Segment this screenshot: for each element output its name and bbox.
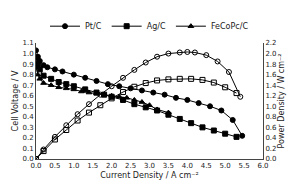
svg-text:5.5: 5.5 [239, 162, 250, 170]
svg-text:Pt/C: Pt/C [85, 22, 102, 31]
svg-text:0.9: 0.9 [22, 61, 33, 69]
svg-text:0.0: 0.0 [265, 155, 276, 163]
svg-text:3.5: 3.5 [163, 162, 174, 170]
svg-text:4.5: 4.5 [201, 162, 212, 170]
svg-text:Ag/C: Ag/C [147, 22, 166, 31]
svg-text:0.2: 0.2 [265, 145, 276, 153]
svg-text:Cell Voltage / V: Cell Voltage / V [11, 70, 20, 131]
svg-text:0.0: 0.0 [30, 162, 41, 170]
svg-text:0.8: 0.8 [265, 113, 276, 121]
svg-text:5.0: 5.0 [220, 162, 231, 170]
svg-text:0.6: 0.6 [22, 92, 34, 100]
svg-text:2.0: 2.0 [265, 50, 276, 58]
svg-text:0.1: 0.1 [22, 145, 33, 153]
svg-text:1.1: 1.1 [22, 39, 33, 47]
svg-text:2.2: 2.2 [265, 39, 276, 47]
svg-text:0.6: 0.6 [265, 124, 277, 132]
svg-text:1.6: 1.6 [265, 71, 277, 79]
svg-text:FeCoPc/C: FeCoPc/C [211, 22, 248, 31]
svg-text:0.3: 0.3 [22, 124, 33, 132]
svg-text:0.2: 0.2 [22, 134, 33, 142]
svg-text:0.0: 0.0 [22, 155, 33, 163]
svg-text:0.8: 0.8 [22, 71, 33, 79]
svg-text:6.0: 6.0 [257, 162, 268, 170]
svg-text:3.0: 3.0 [144, 162, 155, 170]
svg-text:2.5: 2.5 [125, 162, 136, 170]
svg-text:0.4: 0.4 [22, 113, 34, 121]
svg-text:0.5: 0.5 [22, 103, 33, 111]
svg-text:4.0: 4.0 [182, 162, 193, 170]
svg-text:0.5: 0.5 [49, 162, 60, 170]
svg-text:1.0: 1.0 [68, 162, 79, 170]
svg-text:0.4: 0.4 [265, 134, 277, 142]
svg-text:1.8: 1.8 [265, 61, 276, 69]
svg-text:2.0: 2.0 [106, 162, 117, 170]
svg-text:1.5: 1.5 [87, 162, 98, 170]
svg-text:Current Density / A cm⁻²: Current Density / A cm⁻² [100, 171, 198, 180]
svg-text:0.7: 0.7 [22, 82, 33, 90]
svg-text:1.2: 1.2 [265, 92, 276, 100]
svg-text:Power Density / W cm⁻²: Power Density / W cm⁻² [277, 54, 286, 149]
svg-text:1.0: 1.0 [22, 50, 33, 58]
svg-text:1.0: 1.0 [265, 103, 276, 111]
svg-text:1.4: 1.4 [265, 82, 277, 90]
